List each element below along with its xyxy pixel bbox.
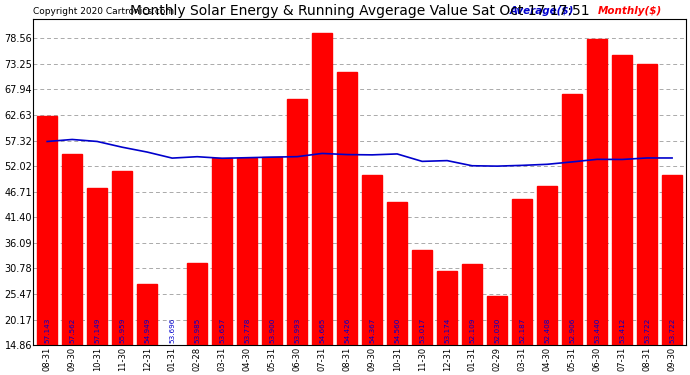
- Bar: [387, 202, 407, 375]
- Bar: [162, 351, 182, 375]
- Text: Monthly($): Monthly($): [598, 6, 662, 16]
- Bar: [337, 72, 357, 375]
- Text: 52.187: 52.187: [519, 317, 525, 343]
- Bar: [187, 263, 208, 375]
- Text: 53.900: 53.900: [269, 317, 275, 343]
- Text: 54.426: 54.426: [344, 317, 350, 343]
- Bar: [662, 175, 682, 375]
- Text: 53.657: 53.657: [219, 317, 225, 343]
- Bar: [362, 175, 382, 375]
- Bar: [537, 186, 558, 375]
- Text: 57.143: 57.143: [44, 317, 50, 343]
- Text: 53.985: 53.985: [194, 317, 200, 343]
- Bar: [112, 171, 132, 375]
- Bar: [587, 39, 607, 375]
- Bar: [462, 264, 482, 375]
- Bar: [487, 296, 507, 375]
- Text: 53.174: 53.174: [444, 317, 450, 343]
- Bar: [512, 198, 533, 375]
- Bar: [212, 158, 233, 375]
- Bar: [612, 56, 632, 375]
- Text: 53.017: 53.017: [419, 317, 425, 343]
- Bar: [62, 154, 82, 375]
- Text: 57.562: 57.562: [69, 317, 75, 343]
- Text: Copyright 2020 Cartronics.com: Copyright 2020 Cartronics.com: [33, 7, 175, 16]
- Bar: [287, 99, 307, 375]
- Text: 52.906: 52.906: [569, 317, 575, 343]
- Text: Average($): Average($): [510, 6, 574, 16]
- Text: 53.722: 53.722: [669, 317, 675, 343]
- Bar: [312, 33, 333, 375]
- Text: 52.030: 52.030: [494, 317, 500, 343]
- Bar: [87, 188, 108, 375]
- Bar: [137, 284, 157, 375]
- Text: 54.367: 54.367: [369, 317, 375, 343]
- Bar: [37, 116, 57, 375]
- Text: 53.993: 53.993: [294, 317, 300, 343]
- Text: 54.949: 54.949: [144, 317, 150, 343]
- Title: Monthly Solar Energy & Running Avgerage Value Sat Oct 17 17:51: Monthly Solar Energy & Running Avgerage …: [130, 4, 589, 18]
- Text: 57.149: 57.149: [94, 317, 100, 343]
- Text: 53.440: 53.440: [594, 317, 600, 343]
- Bar: [412, 250, 433, 375]
- Bar: [562, 94, 582, 375]
- Text: 53.412: 53.412: [619, 317, 625, 343]
- Text: 55.959: 55.959: [119, 317, 125, 343]
- Text: 54.560: 54.560: [394, 317, 400, 343]
- Text: 52.408: 52.408: [544, 317, 550, 343]
- Bar: [637, 64, 658, 375]
- Bar: [237, 158, 257, 375]
- Bar: [437, 272, 457, 375]
- Text: 53.778: 53.778: [244, 317, 250, 343]
- Bar: [262, 157, 282, 375]
- Text: 52.109: 52.109: [469, 317, 475, 343]
- Text: 53.696: 53.696: [169, 317, 175, 343]
- Text: 54.665: 54.665: [319, 317, 325, 343]
- Text: 53.722: 53.722: [644, 317, 650, 343]
